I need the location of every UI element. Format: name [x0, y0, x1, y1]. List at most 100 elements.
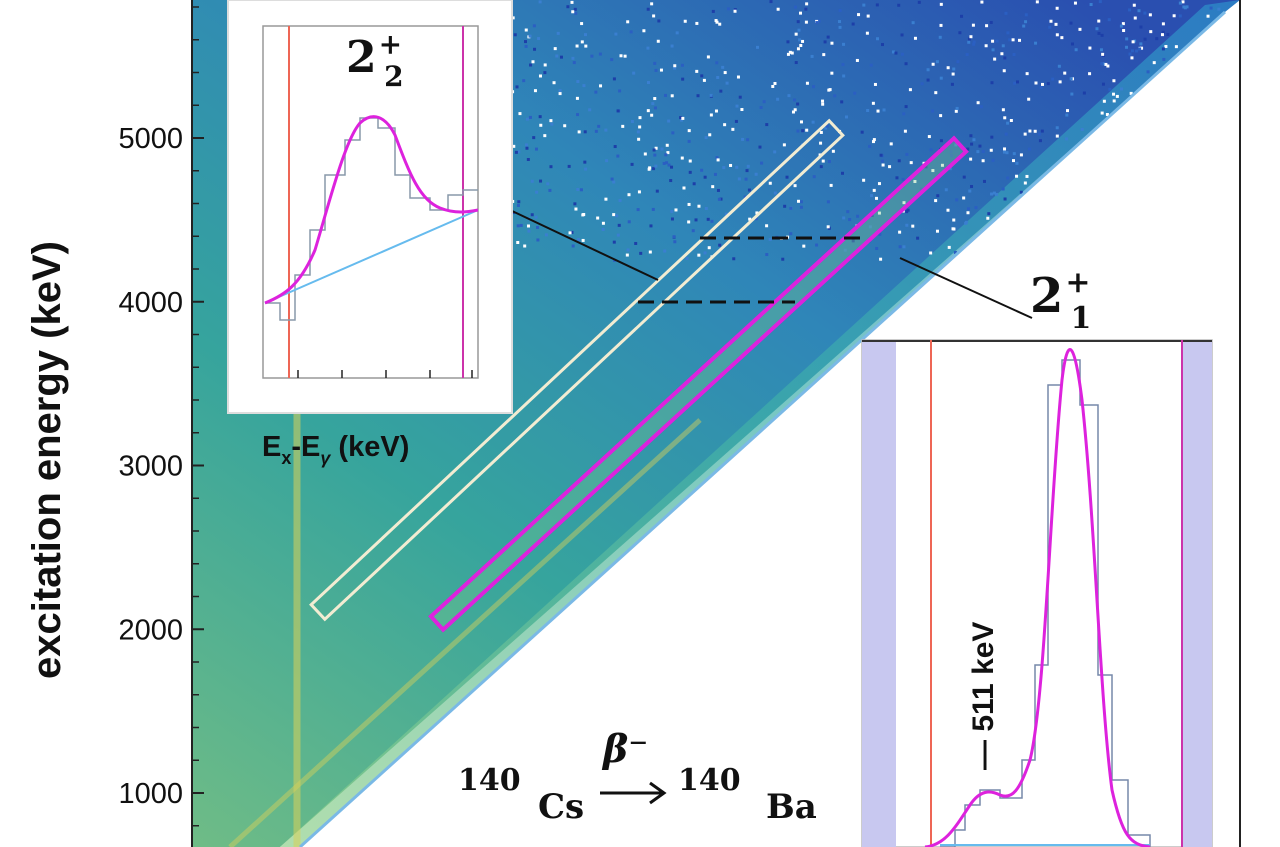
speckle-dot	[920, 82, 924, 86]
speckle-dot	[815, 243, 819, 247]
speckle-dot	[786, 52, 790, 56]
speckle-dot	[665, 161, 669, 165]
speckle-dot	[1006, 176, 1010, 180]
speckle-dot	[797, 28, 801, 32]
speckle-dot	[976, 150, 980, 154]
speckle-dot	[526, 224, 530, 228]
speckle-dot	[1107, 18, 1111, 22]
speckle-dot	[790, 51, 794, 55]
speckle-dot	[536, 225, 540, 229]
speckle-dot	[613, 145, 617, 149]
speckle-dot	[972, 42, 976, 46]
speckle-dot	[796, 102, 800, 106]
speckle-dot	[802, 244, 806, 248]
speckle-dot	[1001, 44, 1005, 48]
speckle-dot	[823, 40, 827, 44]
speckle-dot	[967, 37, 971, 41]
speckle-dot	[670, 44, 674, 48]
speckle-dot	[872, 188, 876, 192]
speckle-dot	[616, 109, 620, 113]
speckle-dot	[598, 52, 602, 56]
speckle-dot	[604, 197, 608, 201]
speckle-dot	[680, 118, 684, 122]
speckle-dot	[826, 225, 830, 229]
speckle-dot	[1112, 92, 1116, 96]
speckle-dot	[570, 0, 574, 4]
speckle-dot	[862, 178, 866, 182]
speckle-dot	[1183, 6, 1187, 10]
speckle-dot	[599, 84, 603, 88]
speckle-dot	[517, 200, 521, 204]
speckle-dot	[992, 191, 996, 195]
speckle-dot	[524, 28, 528, 32]
speckle-dot	[1164, 44, 1168, 48]
speckle-dot	[573, 202, 577, 206]
speckle-dot	[687, 202, 691, 206]
speckle-dot	[880, 43, 884, 47]
speckle-dot	[687, 139, 691, 143]
speckle-dot	[637, 137, 641, 141]
speckle-dot	[1001, 108, 1005, 112]
speckle-dot	[787, 94, 791, 98]
speckle-dot	[940, 163, 944, 167]
speckle-dot	[1012, 53, 1016, 57]
speckle-dot	[1008, 38, 1012, 42]
speckle-dot	[1101, 52, 1105, 56]
speckle-dot	[1070, 42, 1074, 46]
speckle-dot	[652, 14, 656, 18]
speckle-dot	[902, 112, 906, 116]
speckle-dot	[871, 140, 875, 144]
y-tick-label-3000: 3000	[118, 451, 183, 483]
speckle-dot	[601, 227, 605, 231]
speckle-dot	[838, 8, 842, 12]
speckle-dot	[754, 217, 758, 221]
speckle-dot	[621, 124, 625, 128]
speckle-dot	[934, 91, 938, 95]
speckle-dot	[1206, 14, 1210, 18]
speckle-dot	[567, 164, 571, 168]
speckle-dot	[1099, 48, 1103, 52]
speckle-dot	[776, 7, 780, 11]
speckle-dot	[771, 84, 775, 88]
speckle-dot	[680, 63, 684, 67]
speckle-dot	[680, 156, 684, 160]
speckle-dot	[617, 223, 621, 227]
speckle-dot	[1025, 72, 1029, 76]
speckle-dot	[648, 166, 652, 170]
inset-2-1-fit-curve	[924, 348, 1151, 847]
inset-2-1-511-annotation: — 511 keV	[967, 622, 1000, 770]
speckle-dot	[594, 90, 598, 94]
speckle-dot	[584, 33, 588, 37]
speckle-dot	[1022, 24, 1026, 28]
speckle-dot	[1065, 137, 1069, 141]
speckle-dot	[524, 44, 528, 48]
speckle-dot	[952, 67, 956, 71]
speckle-dot	[1088, 72, 1092, 76]
speckle-dot	[969, 134, 973, 138]
speckle-dot	[833, 94, 837, 98]
speckle-dot	[524, 143, 528, 147]
speckle-dot	[526, 157, 530, 161]
speckle-dot	[660, 147, 664, 151]
inset-2-1-left-shade	[862, 340, 896, 847]
speckle-dot	[1098, 0, 1102, 4]
speckle-dot	[734, 119, 738, 123]
speckle-dot	[990, 192, 994, 196]
speckle-dot	[702, 78, 706, 82]
speckle-dot	[528, 34, 532, 38]
speckle-dot	[634, 241, 638, 245]
speckle-dot	[785, 175, 789, 179]
speckle-dot	[955, 198, 959, 202]
speckle-dot	[760, 161, 764, 165]
speckle-dot	[984, 44, 988, 48]
speckle-dot	[1131, 40, 1135, 44]
speckle-dot	[704, 206, 708, 210]
speckle-dot	[601, 221, 605, 225]
speckle-dot	[572, 61, 576, 65]
speckle-dot	[579, 188, 583, 192]
speckle-dot	[815, 21, 819, 25]
speckle-dot	[1013, 81, 1017, 85]
speckle-dot	[979, 105, 983, 109]
speckle-dot	[793, 98, 797, 102]
speckle-dot	[535, 190, 539, 194]
